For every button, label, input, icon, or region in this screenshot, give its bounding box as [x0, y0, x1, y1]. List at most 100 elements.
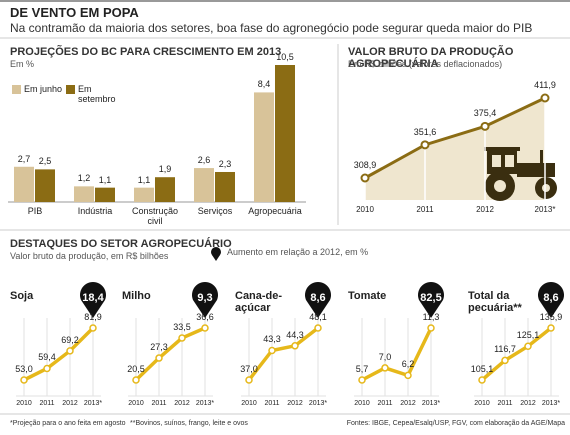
chart-title: Soja: [10, 290, 34, 302]
line: [23, 326, 95, 382]
category-label: Serviços: [197, 206, 233, 216]
value-label: 20,5: [127, 364, 145, 374]
x-tick-label: 2013*: [541, 400, 561, 407]
point: [314, 324, 322, 332]
point: [478, 376, 486, 384]
legend-swatch: [66, 85, 75, 94]
value-label: 7,0: [378, 351, 392, 362]
change-label: 18,4: [82, 292, 104, 304]
x-tick-label: 2012: [174, 400, 190, 407]
category-label: Agropecuária: [248, 206, 302, 216]
legend-pin: [211, 247, 221, 261]
point: [43, 364, 51, 373]
point: [178, 334, 186, 342]
value-label: 2,3: [218, 158, 232, 169]
change-badge: [80, 282, 106, 318]
point: [524, 342, 532, 350]
bar: [254, 92, 274, 202]
x-tick-label: 2012: [287, 400, 303, 407]
bar: [74, 186, 94, 202]
category-label: Construção civil: [131, 206, 179, 226]
value-label: 2,5: [38, 156, 52, 167]
category-label: Indústria: [77, 206, 113, 216]
point: [501, 356, 509, 365]
value-label: 10,5: [276, 52, 294, 62]
x-tick-label: 2010: [354, 400, 370, 407]
bar: [14, 166, 34, 202]
value-label: 1,9: [158, 164, 172, 175]
point: [66, 347, 74, 355]
line: [361, 327, 433, 382]
value-label: 36,6: [196, 312, 214, 322]
value-label: 43,3: [263, 334, 281, 345]
subtitle: Na contramão da maioria dos setores, boa…: [10, 21, 533, 35]
point: [480, 121, 490, 131]
value-label: 125,1: [516, 330, 540, 341]
value-label: 5,7: [355, 364, 369, 374]
point: [201, 324, 209, 332]
value-label: 59,4: [38, 352, 56, 363]
point: [404, 371, 412, 380]
line: [480, 326, 553, 382]
footnote: *Projeção para o ano feita em agosto: [10, 420, 126, 427]
x-tick-label: 2013*: [83, 400, 103, 407]
legend-label: Aumento em relação a 2012, em %: [227, 247, 369, 257]
point: [358, 376, 366, 384]
section-subtitle: Valor bruto da produção, em R$ bilhões: [10, 251, 169, 261]
value-label: 69,2: [61, 334, 79, 345]
x-tick-label: 2011: [264, 400, 280, 407]
point: [540, 93, 550, 103]
value-label: 37,0: [240, 364, 258, 374]
chart-title: Cana-de-açúcar: [235, 290, 283, 315]
category-label: PIB: [27, 206, 43, 216]
point: [20, 376, 28, 384]
value-label: 44,3: [286, 329, 304, 340]
value-label: 116,7: [494, 344, 516, 355]
point: [360, 173, 370, 183]
line: [247, 326, 320, 382]
chart-title: Tomate: [348, 290, 387, 302]
x-tick-label: 2012: [400, 400, 416, 407]
change-badge: [305, 282, 332, 318]
tractor-icon: [484, 147, 557, 201]
x-tick-label: 2010: [474, 400, 490, 407]
point: [268, 346, 276, 355]
line: [134, 326, 206, 382]
value-label: 33,5: [173, 322, 191, 332]
point: [381, 364, 389, 372]
value-label: 1,2: [77, 173, 91, 184]
x-tick-label: 2010: [16, 400, 32, 407]
change-label: 8,6: [543, 292, 559, 304]
value-label: 6,2: [401, 359, 415, 370]
line: [364, 96, 546, 180]
value-label: 81,9: [84, 312, 102, 322]
value-label: 27,3: [150, 342, 168, 353]
x-tick-label: 2010: [128, 400, 144, 407]
value-label: 1,1: [137, 174, 151, 185]
x-tick-label: 2010: [356, 205, 374, 214]
bar: [35, 169, 55, 202]
point: [420, 140, 430, 150]
legend-swatch: [12, 85, 21, 94]
chart-title: VALOR BRUTO DA PRODUÇÃO AGROPECUÁRIA: [348, 46, 514, 71]
x-tick-label: 2013*: [534, 205, 556, 214]
x-tick-label: 2011: [39, 400, 55, 407]
x-tick-label: 2011: [151, 400, 167, 407]
value-label: 48,1: [309, 312, 327, 322]
x-tick-label: 2013*: [421, 400, 441, 407]
bar: [275, 65, 295, 202]
footnote: **Bovinos, suínos, frango, leite e ovos: [130, 420, 248, 427]
value-label: 11,3: [422, 312, 440, 322]
change-badge: [192, 282, 218, 318]
value-label: 351,6: [413, 126, 437, 137]
x-tick-label: 2012: [520, 400, 536, 407]
chart-subtitle: Em R$ bilhões (valores deflacionados): [348, 59, 503, 69]
value-label: 1,1: [98, 174, 112, 185]
point: [89, 324, 97, 332]
value-label: 8,4: [257, 79, 271, 90]
source: Fontes: IBGE, Cepea/Esalq/USP, FGV, com …: [346, 420, 565, 427]
x-tick-label: 2011: [416, 205, 434, 214]
change-label: 8,6: [310, 292, 326, 304]
